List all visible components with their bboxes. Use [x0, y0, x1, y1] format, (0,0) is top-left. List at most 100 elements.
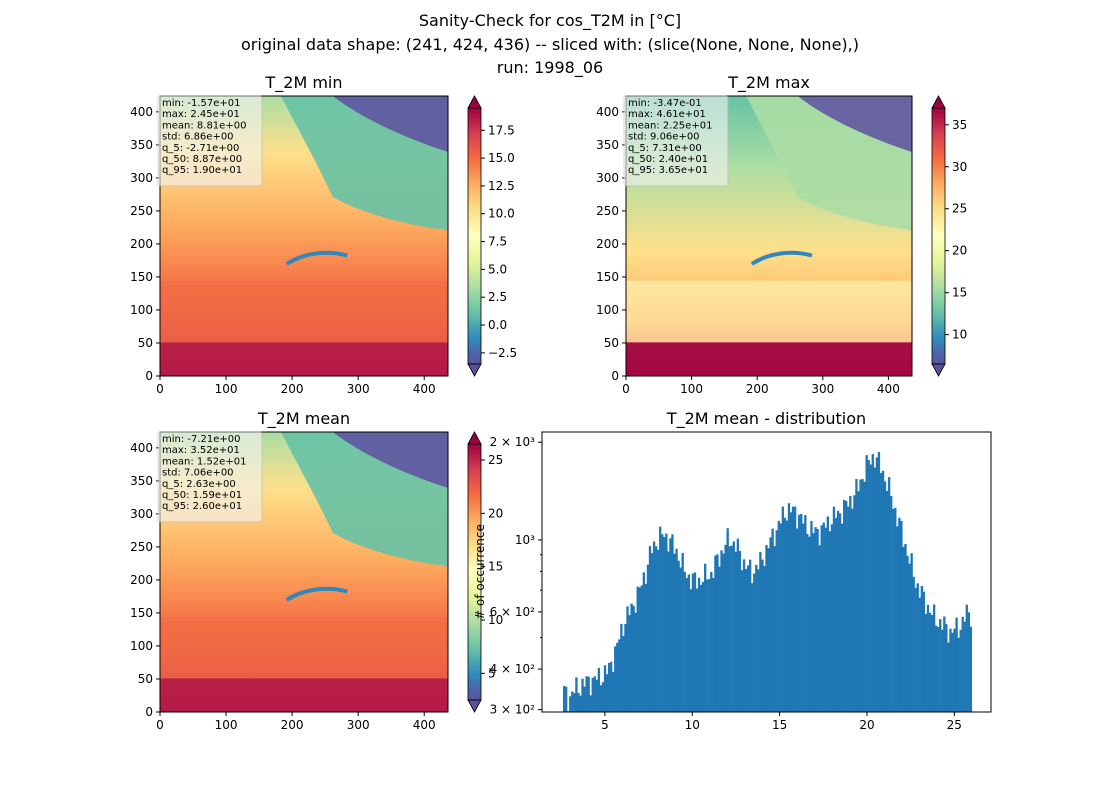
histogram-bar [736, 538, 740, 712]
y-tick-label: 4 × 10² [490, 662, 536, 676]
colorbar-tick-label: 25 [488, 453, 503, 467]
stats-line: q_5: 7.31e+00 [628, 143, 702, 154]
y-axis-label: # of occurrence [473, 524, 487, 620]
y-tick-label: 100 [130, 639, 153, 653]
histogram-bar [779, 523, 782, 712]
histogram-bar [724, 544, 727, 712]
histogram-bar [900, 520, 903, 712]
histogram-bar [941, 629, 944, 712]
histogram-bar [683, 571, 686, 712]
heatmap-panel-1: T_2M min 0 100 200 300 400 0 50 100 150 200 250 300 3… [130, 73, 517, 396]
stats-line: q_50: 1.59e+01 [162, 490, 242, 501]
histogram-bar [609, 661, 613, 712]
histogram-bar [887, 477, 891, 712]
histogram-bar [673, 553, 676, 712]
histogram-bar [656, 549, 660, 712]
x-tick-label: 0 [622, 382, 630, 396]
histogram-bar [742, 559, 746, 712]
y-tick-label: 100 [130, 303, 153, 317]
histogram-bar [818, 545, 821, 712]
histogram-bar [914, 587, 917, 712]
histogram-bar [955, 617, 958, 712]
histogram-bar [675, 548, 678, 712]
histogram-bar [863, 481, 866, 712]
figure-title-line-1: Sanity-Check for cos_T2M in [°C] [418, 11, 682, 30]
histogram-bar [695, 588, 699, 712]
histogram-bar [759, 551, 762, 712]
histogram-bars [562, 451, 973, 712]
colorbar-tick-label: 25 [952, 202, 967, 216]
histogram-bar [912, 576, 915, 712]
x-tick-label: 20 [859, 718, 874, 732]
y-tick-label: 150 [596, 270, 619, 284]
histogram-bar [648, 546, 652, 712]
x-tick-label: 0 [156, 718, 164, 732]
histogram-bar [883, 481, 887, 712]
histogram-bar [612, 671, 615, 712]
y-tick-label: 400 [596, 105, 619, 119]
histogram-bar [583, 686, 586, 712]
histogram-bar [859, 479, 862, 712]
colorbar-frame [467, 443, 482, 701]
histogram-bar [663, 536, 666, 712]
histogram-bar [867, 459, 870, 712]
y-tick-label: 2 × 10³ [490, 435, 536, 449]
stats-line: q_50: 8.87e+00 [162, 154, 242, 165]
histogram-bar [665, 533, 668, 712]
histogram-bar [969, 626, 973, 712]
histogram-bar [704, 563, 707, 712]
stats-line: max: 4.61e+01 [628, 109, 706, 120]
histogram-bar [722, 553, 725, 712]
y-tick-label: 150 [130, 606, 153, 620]
histogram-bar [943, 616, 946, 712]
histogram-bar [896, 526, 899, 712]
histogram-bar [571, 691, 574, 712]
histogram-bar [589, 695, 592, 712]
histogram-bar [920, 586, 924, 712]
y-tick-label: 50 [604, 336, 619, 350]
histogram-bar [575, 677, 578, 712]
colorbar-extend-min [467, 363, 482, 377]
histogram-bar [953, 628, 956, 712]
x-tick-label: 0 [156, 382, 164, 396]
histogram-bar [763, 566, 766, 712]
colorbar-tick-label: 10 [488, 613, 503, 627]
histogram-bar [626, 606, 629, 712]
colorbar: 5 10 15 20 25 [467, 431, 503, 713]
histogram-bar [843, 499, 846, 712]
histogram-bar [834, 518, 838, 712]
x-tick-label: 400 [413, 382, 436, 396]
histogram-bar [569, 696, 572, 712]
histogram-bar [595, 679, 599, 712]
x-tick-label: 300 [347, 382, 370, 396]
colorbar: 10 15 20 25 30 35 [931, 95, 967, 377]
x-tick-label: 300 [811, 382, 834, 396]
histogram-bar [840, 523, 844, 712]
histogram-bar [836, 510, 840, 712]
figure-title-line-3: run: 1998_06 [496, 58, 604, 77]
histogram-bar [701, 581, 705, 712]
histogram-bar [616, 642, 619, 712]
histogram-bar [937, 626, 940, 712]
histogram-bar [806, 534, 809, 712]
y-tick-label: 6 × 10² [490, 605, 536, 619]
y-tick-label: 400 [130, 105, 153, 119]
histogram-bar [890, 496, 893, 712]
histogram-bar [691, 573, 695, 712]
histogram-bar [624, 623, 627, 712]
stats-box-background [623, 95, 729, 187]
histogram-bar [865, 455, 868, 712]
histogram-bar [924, 614, 928, 712]
colorbar-tick-label: 2.5 [488, 290, 507, 304]
histogram-bar [573, 693, 576, 712]
histogram-bar [720, 550, 723, 712]
histogram-bar [667, 551, 670, 712]
histogram-bar [755, 564, 758, 712]
histogram-bar [939, 619, 942, 712]
histogram-bar [949, 628, 952, 712]
histogram-bar [636, 586, 639, 712]
y-tick-label: 10³ [515, 533, 535, 547]
histogram-bar [961, 616, 964, 712]
